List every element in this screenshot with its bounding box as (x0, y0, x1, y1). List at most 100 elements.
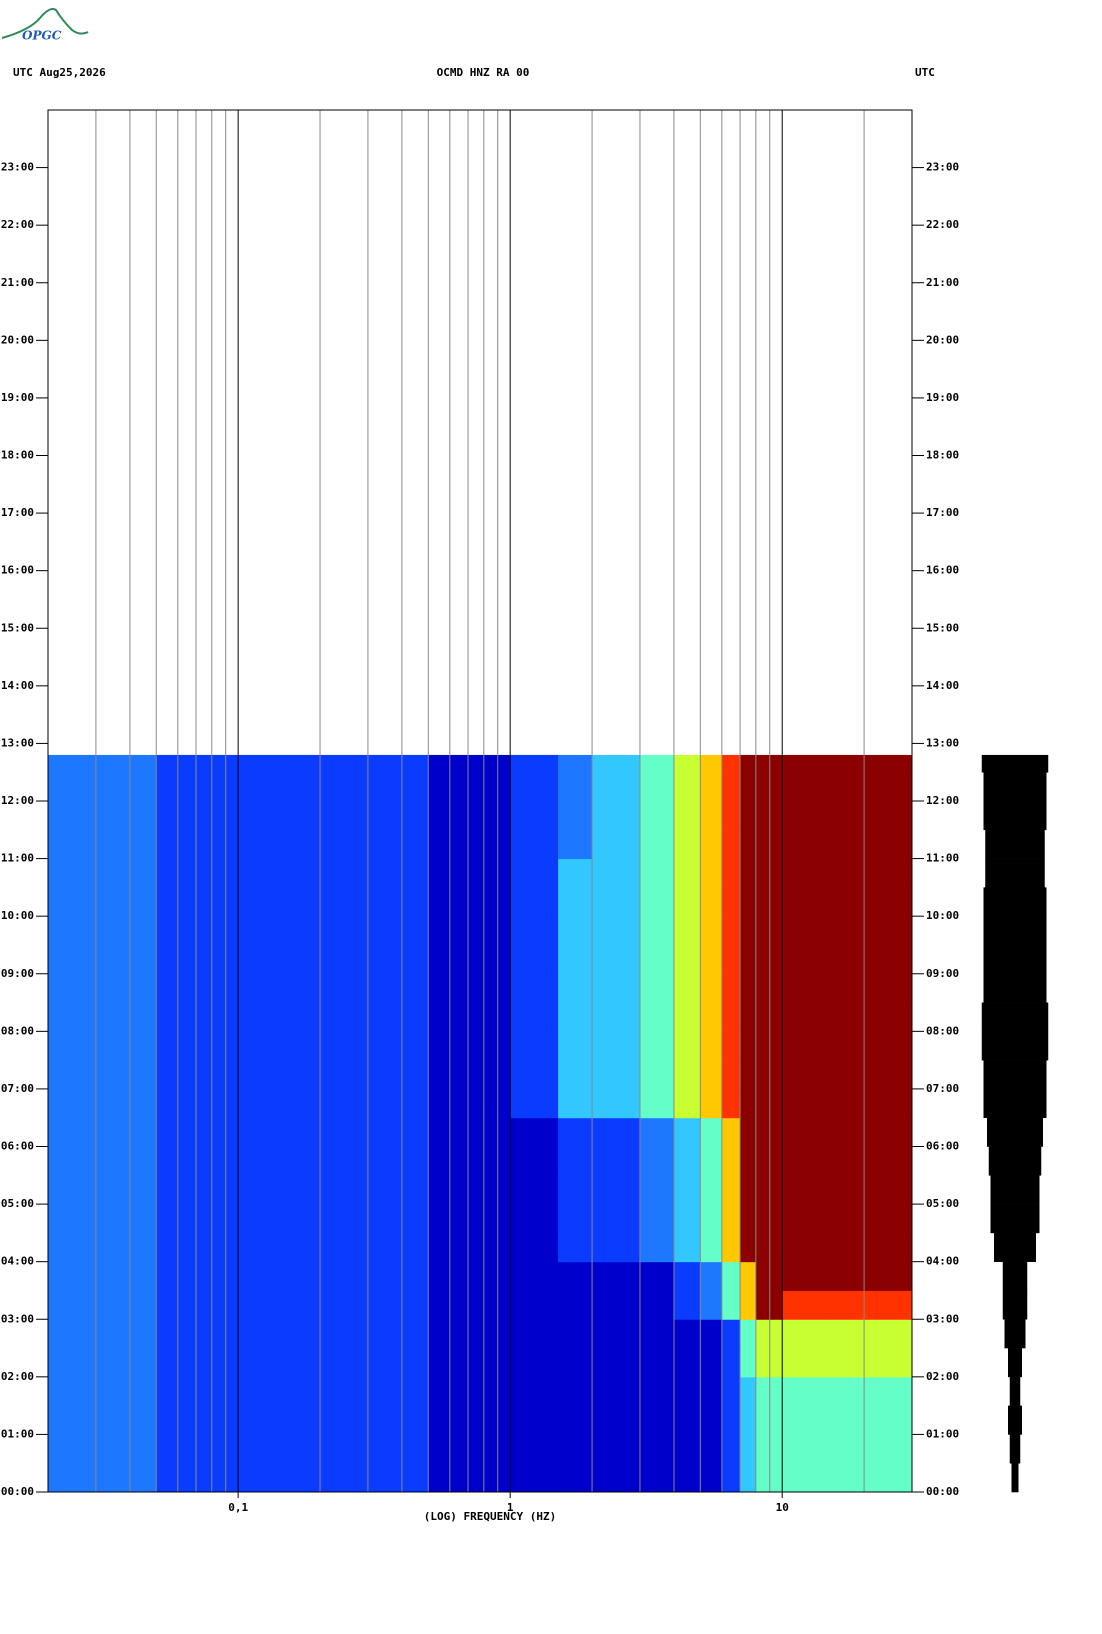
y-tick-label-left: 09:00 (1, 967, 34, 980)
spectrogram-cell (510, 772, 559, 802)
spectrogram-cell (48, 1376, 157, 1407)
spectrogram-cell (428, 1463, 511, 1493)
spectrogram-cell (510, 1376, 559, 1407)
spectrogram-cell (830, 973, 865, 1004)
spectrogram-cell (740, 1175, 757, 1205)
spectrogram-cell (721, 944, 741, 975)
spectrogram-cell (510, 801, 559, 831)
y-tick-label-left: 12:00 (1, 794, 34, 807)
spectrogram-cell (700, 772, 723, 802)
spectrogram-cell (721, 1031, 741, 1061)
spectrogram-cell (700, 1175, 723, 1205)
spectrogram-cell (721, 1348, 741, 1378)
spectrogram-cell (740, 801, 757, 831)
spectrogram-cell (592, 1146, 641, 1176)
spectrogram-cell (510, 1002, 559, 1032)
spectrogram-cell (740, 754, 757, 773)
spectrogram-cell (782, 1290, 831, 1320)
spectrogram-cell (830, 887, 865, 917)
spectrogram-cell (48, 1463, 157, 1493)
spectrogram-cell (740, 1002, 757, 1032)
y-tick-label-right: 13:00 (926, 736, 959, 749)
spectrogram-cell (782, 754, 831, 773)
spectrogram-cell (592, 1117, 641, 1147)
spectrogram-cell (48, 916, 157, 946)
logo-arc (1, 8, 89, 39)
spectrogram-cell (320, 1002, 429, 1032)
spectrogram-cell (48, 858, 157, 888)
spectrogram-cell (673, 1232, 701, 1263)
spectrogram-cell (48, 1204, 157, 1234)
spectrogram-cell (639, 1376, 675, 1407)
spectrogram-cell (48, 1175, 157, 1205)
spectrogram-cell (700, 1117, 723, 1147)
seismogram-trace (983, 1088, 1047, 1119)
spectrogram-cell (510, 1319, 559, 1349)
spectrogram-cell (428, 1060, 511, 1090)
spectrogram-cell (721, 772, 741, 802)
spectrogram-cell (238, 1088, 321, 1119)
spectrogram-cell (238, 1175, 321, 1205)
spectrogram-cell (238, 829, 321, 860)
spectrogram-cell (48, 801, 157, 831)
spectrogram-cell (864, 1088, 913, 1119)
spectrogram-cell (740, 1117, 757, 1147)
spectrogram-cell (428, 973, 511, 1004)
spectrogram-cell (830, 1088, 865, 1119)
x-tick-label: 0,1 (228, 1501, 248, 1514)
spectrogram-cell (639, 1232, 675, 1263)
spectrogram-cell (830, 1060, 865, 1090)
spectrogram-cell (156, 772, 239, 802)
spectrogram-cell (721, 1146, 741, 1176)
seismogram-trace (985, 858, 1045, 888)
spectrogram-cell (592, 1463, 641, 1493)
spectrogram-cell (830, 1319, 865, 1349)
spectrogram-cell (721, 1117, 741, 1147)
spectrogram-cell (700, 944, 723, 975)
spectrogram-cell (238, 1204, 321, 1234)
spectrogram-cell (428, 1290, 511, 1320)
spectrogram-cell (864, 1376, 913, 1407)
spectrogram-cell (721, 1261, 741, 1291)
spectrogram-cell (558, 1463, 593, 1493)
spectrogram-cell (830, 1002, 865, 1032)
spectrogram-cell (673, 1319, 701, 1349)
spectrogram-cell (740, 1204, 757, 1234)
spectrogram-cell (558, 1031, 593, 1061)
spectrogram-cell (238, 1002, 321, 1032)
spectrogram-cell (48, 887, 157, 917)
header-left: UTC Aug25,2026 (13, 66, 106, 79)
y-tick-label-right: 15:00 (926, 621, 959, 634)
y-tick-label-left: 22:00 (1, 218, 34, 231)
spectrogram-cell (48, 754, 157, 773)
spectrogram-cell (428, 944, 511, 975)
spectrogram-cell (592, 1175, 641, 1205)
spectrogram-cell (238, 1376, 321, 1407)
spectrogram-cell (673, 1031, 701, 1061)
y-tick-label-left: 20:00 (1, 333, 34, 346)
spectrogram-cell (830, 1031, 865, 1061)
spectrogram-cell (48, 1232, 157, 1263)
spectrogram-cell (721, 1319, 741, 1349)
spectrogram-cell (156, 1463, 239, 1493)
spectrogram-cell (782, 1463, 831, 1493)
y-tick-label-right: 07:00 (926, 1082, 959, 1095)
spectrogram-cell (721, 801, 741, 831)
spectrogram-cell (510, 1434, 559, 1464)
spectrogram-cell (673, 973, 701, 1004)
spectrogram-cell (864, 1117, 913, 1147)
spectrogram-cell (558, 858, 593, 888)
spectrogram-cell (428, 1319, 511, 1349)
spectrogram-cell (721, 916, 741, 946)
spectrogram-cell (782, 916, 831, 946)
spectrogram-cell (639, 1405, 675, 1435)
spectrogram-cell (782, 1261, 831, 1291)
spectrogram-cell (639, 1175, 675, 1205)
spectrogram-cell (639, 944, 675, 975)
spectrogram-cell (673, 1261, 701, 1291)
spectrogram-cell (510, 973, 559, 1004)
spectrogram-cell (700, 1261, 723, 1291)
spectrogram-cell (238, 754, 321, 773)
spectrogram-cell (48, 973, 157, 1004)
spectrogram-cell (558, 1434, 593, 1464)
